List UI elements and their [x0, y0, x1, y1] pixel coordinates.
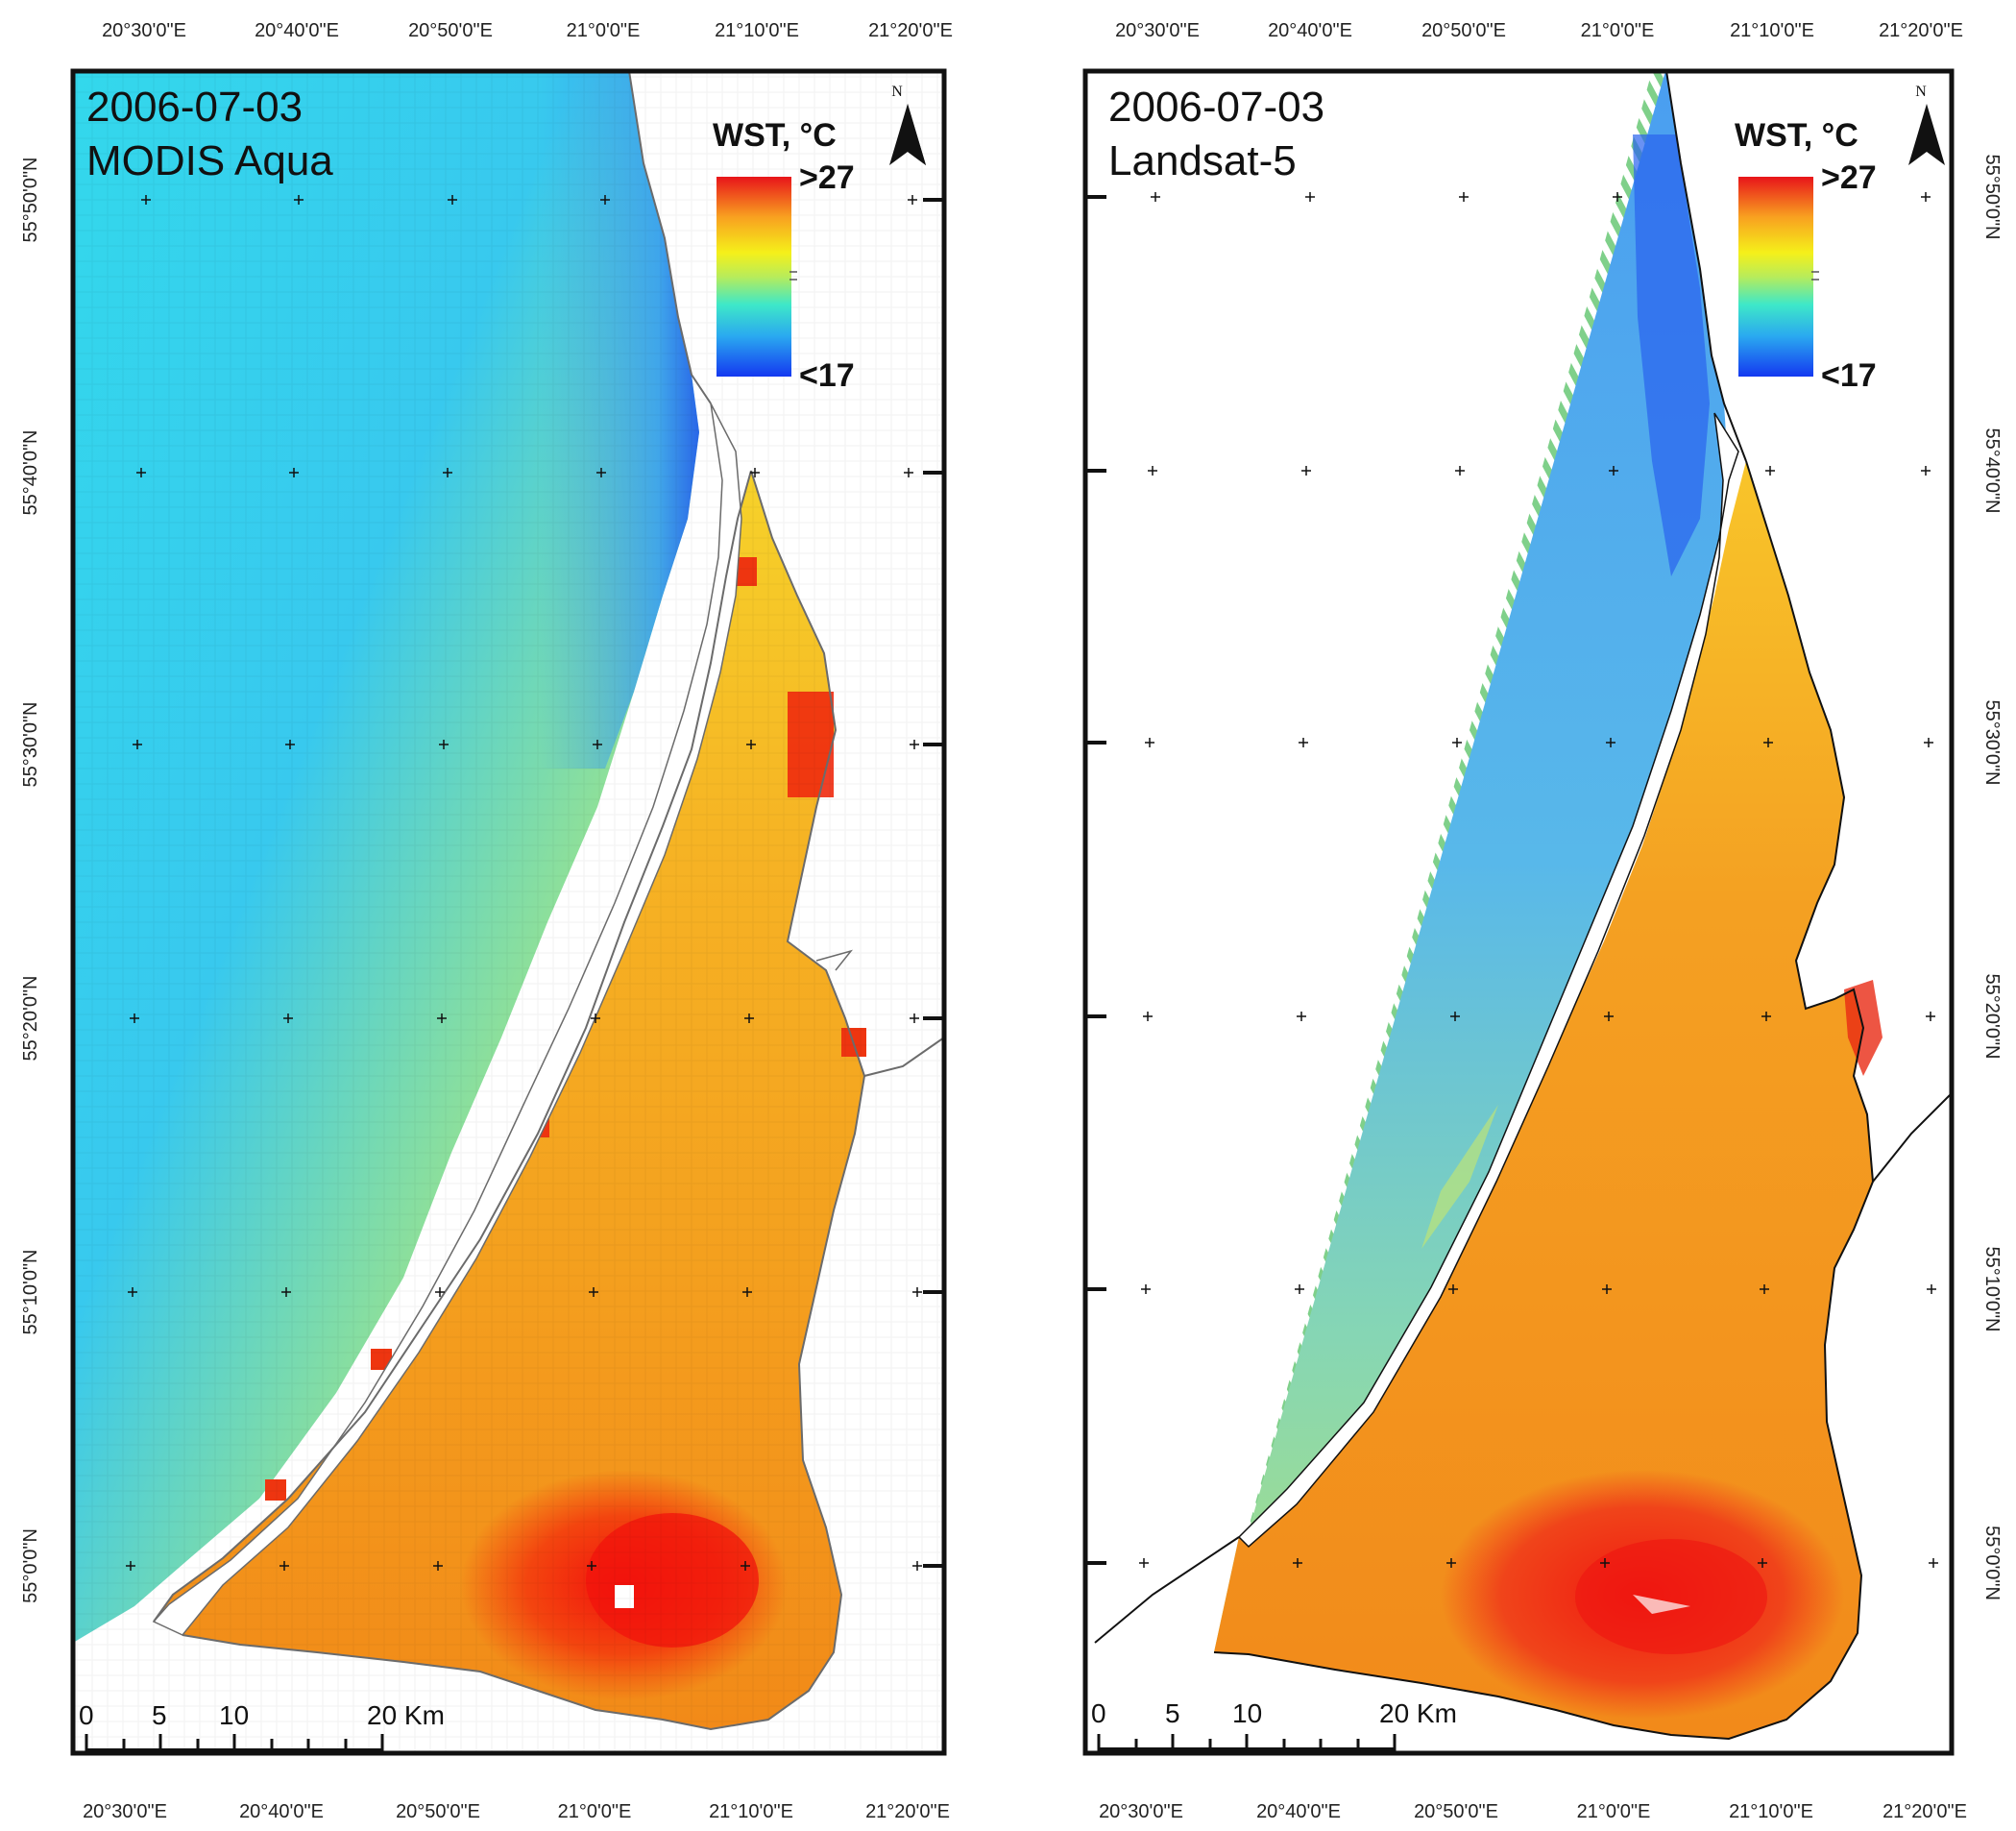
svg-text:55°40'0"N: 55°40'0"N: [1981, 428, 2003, 514]
map-landsat-5: 2006-07-03 Landsat-5 WST, °C >27 <17 N 0…: [1082, 20, 2003, 1822]
legend-colorbar: [717, 177, 791, 377]
svg-text:55°40'0"N: 55°40'0"N: [20, 430, 41, 516]
svg-text:20°40'0"E: 20°40'0"E: [1256, 1801, 1341, 1822]
lon-labels-top: 20°30'0"E 20°40'0"E 20°50'0"E 21°0'0"E 2…: [102, 20, 953, 41]
map-frame: [1082, 68, 1955, 1756]
legend-max-label: >27: [799, 159, 855, 196]
svg-text:21°0'0"E: 21°0'0"E: [1581, 20, 1655, 41]
lat-labels: 55°50'0"N 55°40'0"N 55°30'0"N 55°20'0"N …: [20, 158, 41, 1603]
scale-label-20km: 20 Km: [367, 1700, 445, 1730]
svg-text:55°20'0"N: 55°20'0"N: [1981, 974, 2003, 1060]
svg-text:20°50'0"E: 20°50'0"E: [1421, 20, 1506, 41]
svg-text:20°30'0"E: 20°30'0"E: [1099, 1801, 1183, 1822]
svg-text:21°10'0"E: 21°10'0"E: [1730, 20, 1814, 41]
svg-text:21°20'0"E: 21°20'0"E: [1882, 1801, 1967, 1822]
grid-crosses: [126, 195, 922, 1571]
svg-text:20°30'0"E: 20°30'0"E: [1115, 20, 1200, 41]
svg-text:20°30'0"E: 20°30'0"E: [102, 20, 186, 41]
north-label: N: [891, 84, 903, 100]
lon-labels-top: 20°30'0"E 20°40'0"E 20°50'0"E 21°0'0"E 2…: [1115, 20, 1963, 41]
scale-label-10: 10: [1232, 1698, 1262, 1728]
svg-text:20°50'0"E: 20°50'0"E: [408, 20, 493, 41]
scale-label-5: 5: [152, 1700, 167, 1730]
map-date: 2006-07-03: [86, 84, 303, 131]
svg-text:55°30'0"N: 55°30'0"N: [20, 702, 41, 788]
legend-colorbar: [1738, 177, 1813, 377]
map-sensor: Landsat-5: [1108, 137, 1297, 184]
svg-text:55°50'0"N: 55°50'0"N: [20, 158, 41, 243]
curonian-spit: [152, 403, 742, 1636]
svg-text:21°10'0"E: 21°10'0"E: [1729, 1801, 1813, 1822]
svg-text:21°20'0"E: 21°20'0"E: [1879, 20, 1963, 41]
lagoon-area: [1214, 461, 1873, 1739]
scale-bar: 0 5 10 20 Km: [79, 1700, 445, 1752]
svg-text:20°40'0"E: 20°40'0"E: [1268, 20, 1352, 41]
map-sensor: MODIS Aqua: [86, 137, 333, 184]
svg-text:21°10'0"E: 21°10'0"E: [715, 20, 799, 41]
legend-title: WST, °C: [713, 117, 837, 154]
sea-area: [1214, 71, 1729, 1652]
legend-max-label: >27: [1821, 159, 1877, 196]
lon-labels-bottom: 20°30'0"E 20°40'0"E 20°50'0"E 21°0'0"E 2…: [1099, 1801, 1967, 1822]
svg-text:55°0'0"N: 55°0'0"N: [20, 1528, 41, 1603]
svg-text:21°20'0"E: 21°20'0"E: [868, 20, 953, 41]
legend-min-label: <17: [1821, 357, 1877, 394]
svg-text:55°30'0"N: 55°30'0"N: [1981, 700, 2003, 786]
north-arrow-icon: N: [1908, 84, 1945, 165]
svg-text:20°40'0"E: 20°40'0"E: [239, 1801, 324, 1822]
svg-text:21°10'0"E: 21°10'0"E: [709, 1801, 793, 1822]
north-label: N: [1915, 84, 1927, 100]
svg-text:20°40'0"E: 20°40'0"E: [255, 20, 339, 41]
svg-text:21°0'0"E: 21°0'0"E: [1577, 1801, 1651, 1822]
legend: WST, °C >27 <17: [713, 117, 855, 394]
lon-labels-bottom: 20°30'0"E 20°40'0"E 20°50'0"E 21°0'0"E 2…: [83, 1801, 950, 1822]
north-arrow-icon: N: [889, 84, 926, 165]
legend-title: WST, °C: [1735, 117, 1858, 154]
svg-text:55°20'0"N: 55°20'0"N: [20, 976, 41, 1062]
lat-labels: 55°50'0"N 55°40'0"N 55°30'0"N 55°20'0"N …: [1981, 155, 2003, 1600]
map-frame: [70, 68, 947, 1756]
map-date: 2006-07-03: [1108, 84, 1324, 131]
legend-min-label: <17: [799, 357, 855, 394]
svg-text:21°0'0"E: 21°0'0"E: [567, 20, 641, 41]
scale-label-0: 0: [1091, 1698, 1106, 1728]
svg-text:21°20'0"E: 21°20'0"E: [865, 1801, 950, 1822]
scale-label-0: 0: [79, 1700, 94, 1730]
grid-crosses: [1139, 192, 1938, 1568]
svg-text:55°50'0"N: 55°50'0"N: [1981, 155, 2003, 240]
scale-label-10: 10: [219, 1700, 249, 1730]
svg-text:55°10'0"N: 55°10'0"N: [20, 1250, 41, 1335]
svg-text:55°10'0"N: 55°10'0"N: [1981, 1247, 2003, 1332]
svg-text:20°50'0"E: 20°50'0"E: [396, 1801, 480, 1822]
legend: WST, °C >27 <17: [1735, 117, 1877, 394]
svg-text:20°30'0"E: 20°30'0"E: [83, 1801, 167, 1822]
scale-label-5: 5: [1165, 1698, 1180, 1728]
svg-text:55°0'0"N: 55°0'0"N: [1981, 1526, 2003, 1600]
scale-bar: 0 5 10 20 Km: [1091, 1698, 1457, 1753]
svg-text:20°50'0"E: 20°50'0"E: [1414, 1801, 1498, 1822]
svg-text:21°0'0"E: 21°0'0"E: [558, 1801, 632, 1822]
scale-label-20km: 20 Km: [1379, 1698, 1457, 1728]
map-modis-aqua: 2006-07-03 MODIS Aqua WST, °C >27 <17 N …: [20, 20, 953, 1822]
